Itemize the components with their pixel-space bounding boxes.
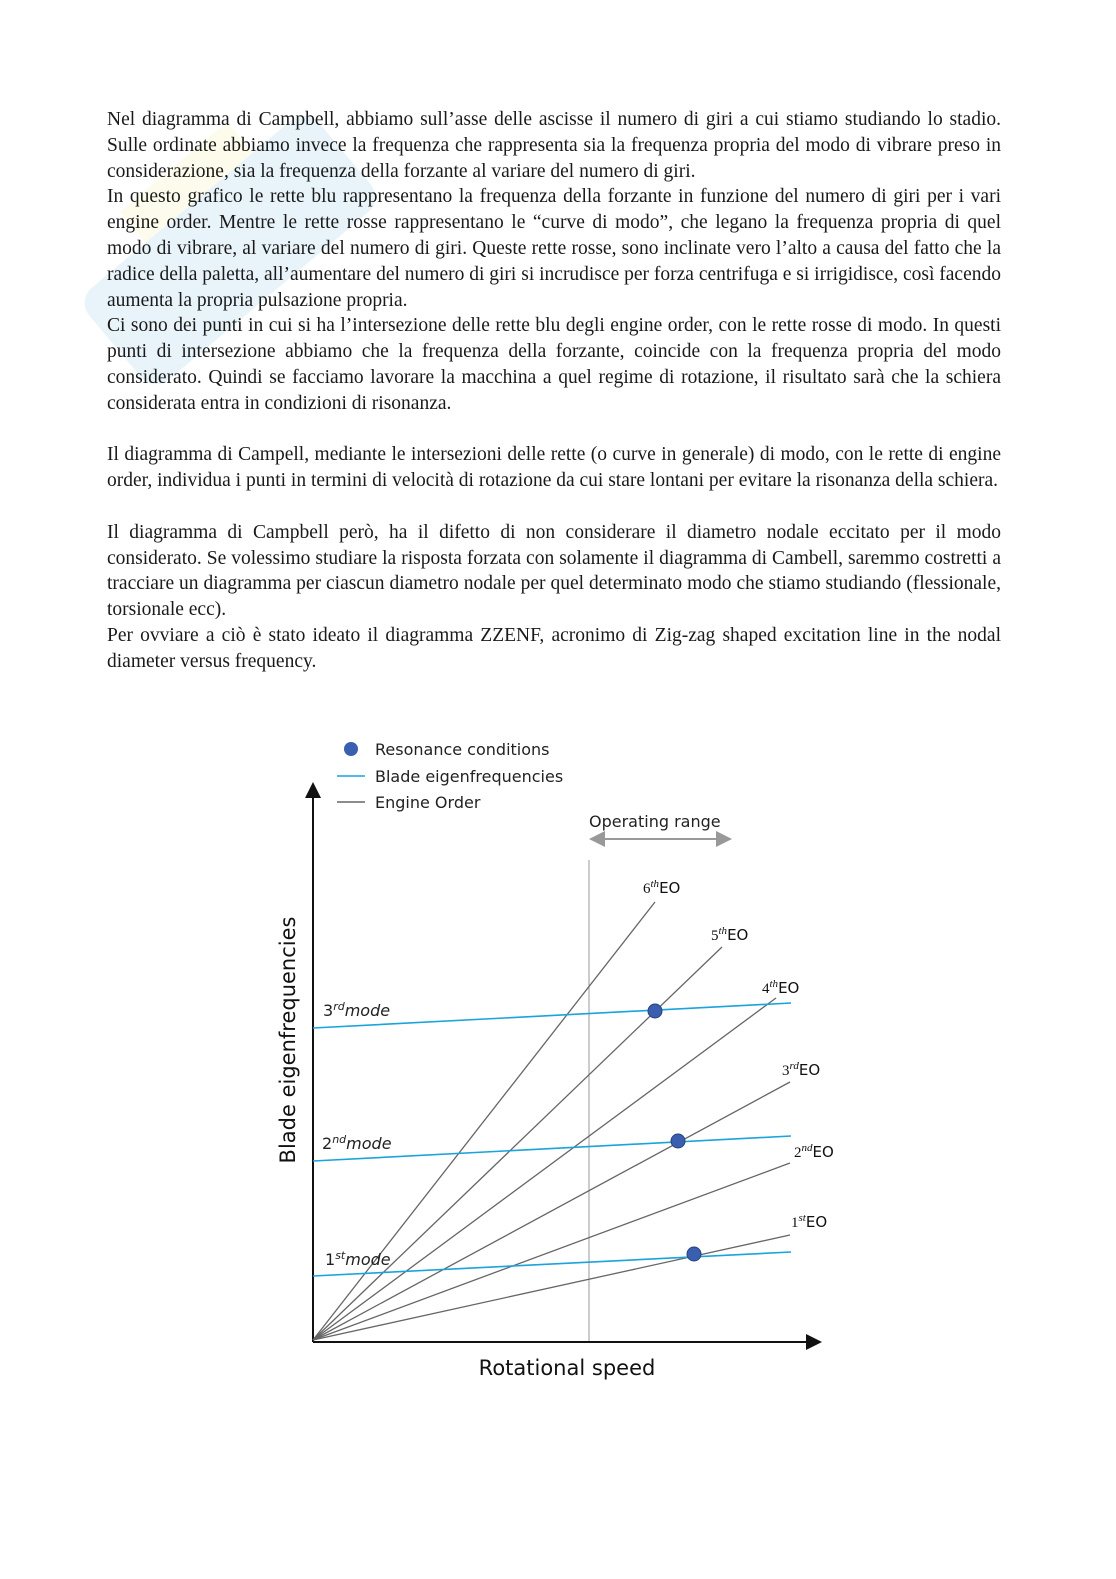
eo-label-5: 5thEO bbox=[711, 925, 748, 944]
eo-label-3: 3rdEO bbox=[782, 1060, 820, 1079]
eo-label-6: 6thEO bbox=[643, 878, 680, 897]
operating-range-label: Operating range bbox=[589, 812, 721, 831]
document-body: Nel diagramma di Campbell, abbiamo sull’… bbox=[107, 107, 1001, 675]
resonance-point bbox=[647, 1003, 663, 1019]
eo-label-4: 4thEO bbox=[762, 978, 799, 997]
mode-line-3 bbox=[312, 1002, 792, 1029]
paragraph: Nel diagramma di Campbell, abbiamo sull’… bbox=[107, 109, 1001, 182]
y-axis-label: Blade eigenfrequencies bbox=[276, 917, 300, 1164]
eo-line-4 bbox=[312, 997, 777, 1341]
eo-line-6 bbox=[312, 901, 656, 1341]
x-axis-label: Rotational speed bbox=[479, 1356, 656, 1380]
mode-label-1: 1stmode bbox=[325, 1249, 391, 1269]
eo-line-3 bbox=[312, 1081, 791, 1341]
paragraph: Il diagramma di Campbell però, ha il dif… bbox=[107, 521, 1001, 621]
paragraph: Per ovviare a ciò è stato ideato il diag… bbox=[107, 624, 1001, 672]
legend-eo-label: Engine Order bbox=[375, 793, 481, 812]
paragraph: In questo grafico le rette blu rappresen… bbox=[107, 186, 1001, 311]
eo-label-2: 2ndEO bbox=[794, 1142, 834, 1161]
legend-resonance-icon bbox=[344, 742, 358, 756]
legend-resonance-label: Resonance conditions bbox=[375, 740, 550, 759]
resonance-point bbox=[686, 1246, 702, 1262]
mode-line-1 bbox=[312, 1251, 792, 1277]
legend-eigen-label: Blade eigenfrequencies bbox=[375, 767, 563, 786]
mode-label-3: 3rdmode bbox=[323, 1000, 390, 1020]
resonance-point bbox=[670, 1133, 686, 1149]
mode-label-2: 2ndmode bbox=[322, 1133, 392, 1153]
mode-line-2 bbox=[312, 1135, 792, 1162]
paragraph: Il diagramma di Campell, mediante le int… bbox=[107, 444, 1001, 492]
paragraph: Ci sono dei punti in cui si ha l’interse… bbox=[107, 315, 1001, 414]
eo-label-1: 1stEO bbox=[791, 1212, 827, 1231]
eo-line-1 bbox=[312, 1234, 791, 1341]
eo-line-2 bbox=[312, 1162, 791, 1341]
